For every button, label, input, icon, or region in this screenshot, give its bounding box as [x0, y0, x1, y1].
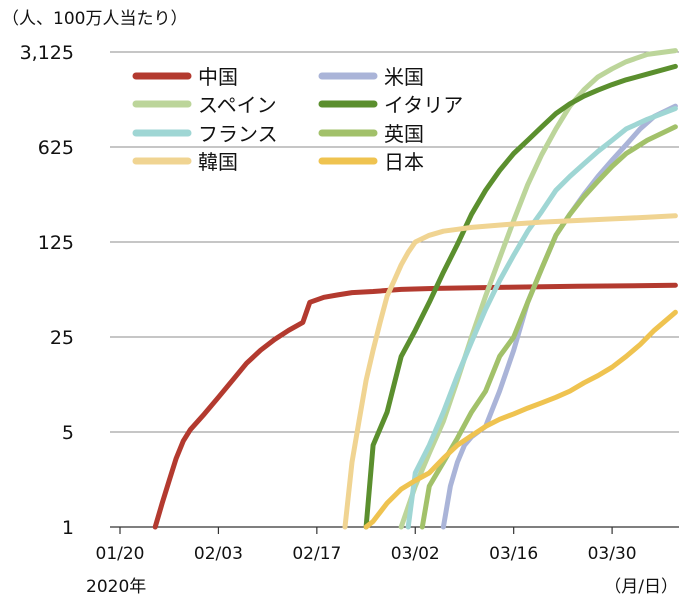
series-line-5: [419, 124, 678, 530]
y-tick-label: 125: [38, 232, 74, 254]
x-tick-label: 03/02: [391, 544, 440, 564]
axes: 1 5 25 125 625 3,125 01/20 02/03 02/17 03/02 03/16…: [20, 42, 679, 564]
series-line-7: [363, 309, 678, 530]
series-line-4: [405, 106, 678, 530]
y-tick-label: 25: [50, 327, 74, 349]
legend-label: 日本: [384, 150, 424, 174]
x-tick-label: 03/30: [588, 544, 637, 564]
series-lines: [152, 48, 678, 530]
x-tick-label: 02/17: [292, 544, 341, 564]
y-tick-label: 3,125: [20, 42, 74, 64]
y-tick-label: 1: [62, 517, 74, 539]
x-tick-label: 02/03: [194, 544, 243, 564]
y-unit-label: （人、100万人当たり）: [2, 9, 188, 29]
series-line-0: [152, 282, 678, 530]
legend-label: 米国: [384, 65, 424, 89]
legend-label: 英国: [384, 122, 424, 146]
legend-label: フランス: [198, 122, 278, 146]
legend-label: スペイン: [198, 93, 277, 117]
y-tick-label: 5: [62, 422, 74, 444]
x-unit-label: （月/日）: [604, 577, 678, 597]
series-line-6: [342, 213, 678, 530]
y-tick-label: 625: [38, 137, 74, 159]
x-tick-label: 03/16: [489, 544, 538, 564]
legend-label: 中国: [198, 65, 238, 89]
series-line-3: [363, 63, 678, 530]
legend-label: 韓国: [198, 150, 238, 174]
x-tick-label: 01/20: [96, 544, 145, 564]
legend-label: イタリア: [384, 93, 463, 117]
series-line-2: [398, 48, 678, 530]
year-label: 2020年: [86, 577, 147, 597]
